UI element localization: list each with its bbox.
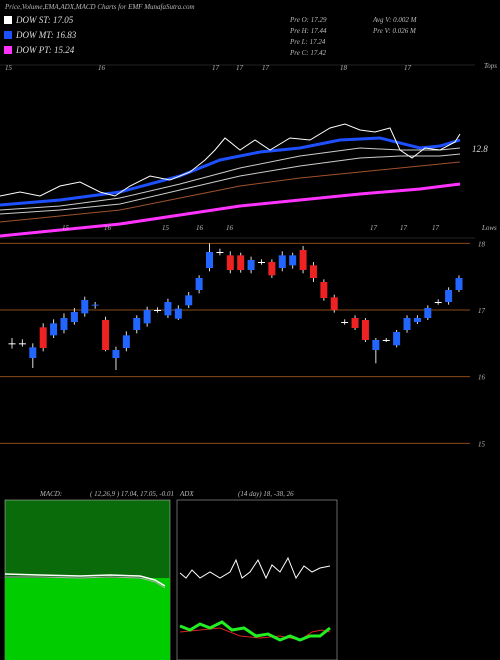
adx-line [179, 556, 331, 580]
legend-swatch [4, 46, 12, 54]
candle-body [174, 308, 182, 319]
candle-body [206, 252, 214, 268]
candle-body [445, 290, 453, 302]
candle-body [70, 312, 78, 322]
stat: Pre H: 17.44 [289, 27, 327, 35]
candle-body [424, 308, 432, 318]
date-label: 17 [370, 224, 378, 232]
y-tick-label: 18 [478, 240, 486, 248]
price-panel: 15 16 17 18 [0, 240, 486, 448]
date-label: 16 [196, 224, 204, 232]
macd-area [5, 578, 170, 660]
date-labels: 15 16 17 17 17 18 17 15 16 15 16 16 17 17 17 [5, 64, 440, 232]
legend-label: DOW MT: 16.83 [15, 30, 77, 40]
date-label: 18 [340, 64, 348, 72]
macd-params: ( 12,26,9 ) 17.04, 17.05, -0.01 [90, 490, 174, 498]
date-label: 17 [400, 224, 408, 232]
stat: Pre L: 17.24 [289, 38, 326, 46]
candle-body [289, 255, 297, 266]
signal-line [5, 576, 166, 589]
candle-body [382, 340, 390, 341]
level-label: 12.8 [472, 144, 488, 154]
date-label: 17 [212, 64, 220, 72]
candle-body [8, 343, 16, 345]
candle-body [351, 318, 359, 328]
candle-body [102, 320, 110, 350]
date-label: 16 [98, 64, 106, 72]
ema-mid [0, 161, 461, 223]
candle-body [143, 310, 151, 324]
stat: Avg V: 0.002 M [372, 16, 418, 24]
candle-body [133, 318, 141, 330]
lows-label: Lows [481, 224, 497, 232]
date-label: 17 [404, 64, 412, 72]
date-label: 15 [5, 64, 13, 72]
candle-body [403, 318, 411, 330]
candle-body [226, 255, 234, 270]
date-label: 17 [432, 224, 440, 232]
candle-body [60, 318, 68, 330]
price-line [0, 123, 461, 197]
candle-body [268, 262, 276, 276]
stat: Pre V: 0.026 M [372, 27, 417, 35]
date-label: 17 [236, 64, 244, 72]
legend-swatch [4, 16, 12, 24]
candle-body [50, 323, 58, 336]
candle-body [247, 260, 255, 270]
candle-body [29, 347, 37, 358]
di-plus [179, 620, 331, 642]
candle-body [81, 300, 89, 314]
candle-body [372, 340, 380, 350]
macd-line [4, 573, 166, 587]
date-label: 15 [162, 224, 170, 232]
candle-body [18, 343, 26, 345]
candle-body [341, 322, 349, 323]
candle-body [39, 327, 47, 348]
candle-body [393, 332, 401, 346]
ema-line [0, 153, 461, 215]
candle-body [154, 310, 162, 311]
y-tick-label: 17 [478, 307, 486, 315]
candle-body [434, 302, 442, 303]
title: Price,Volume,EMA,ADX,MACD Charts for EMF… [4, 3, 195, 11]
candle-body [195, 278, 203, 290]
candle-body [91, 304, 99, 306]
adx-label: ADX [179, 490, 194, 498]
legend-swatch [4, 31, 12, 39]
candle-body [278, 255, 286, 268]
candle-body [455, 278, 463, 290]
stat: Pre C: 17.42 [289, 49, 327, 57]
candle-body [122, 335, 130, 348]
ema-line [0, 147, 461, 211]
candle-body [309, 265, 317, 278]
macd-label: MACD: [39, 490, 62, 498]
date-label: 16 [226, 224, 234, 232]
date-label: 17 [262, 64, 270, 72]
candle-body [320, 282, 328, 298]
candle-body [112, 350, 120, 358]
candle-body [257, 262, 265, 263]
candle-body [413, 318, 421, 322]
stat: Pre O: 17.29 [289, 16, 327, 24]
candle-body [164, 302, 172, 316]
candle-body [237, 255, 245, 270]
candle-body [361, 320, 369, 340]
tops-label: Tops [484, 62, 497, 70]
date-label: 15 [62, 224, 70, 232]
adx-params: (14 day) 18, -38, 26 [238, 490, 294, 498]
candle-body [330, 297, 338, 310]
legend-label: DOW PT: 15.24 [15, 45, 75, 55]
candle-body [299, 250, 307, 270]
date-label: 16 [104, 224, 112, 232]
y-tick-label: 15 [478, 440, 486, 448]
legend-label: DOW ST: 17.05 [15, 15, 74, 25]
candle-body [216, 252, 224, 253]
y-tick-label: 16 [478, 374, 486, 382]
ema-long [0, 182, 461, 238]
candle-body [185, 295, 193, 306]
ema-short [0, 136, 461, 207]
